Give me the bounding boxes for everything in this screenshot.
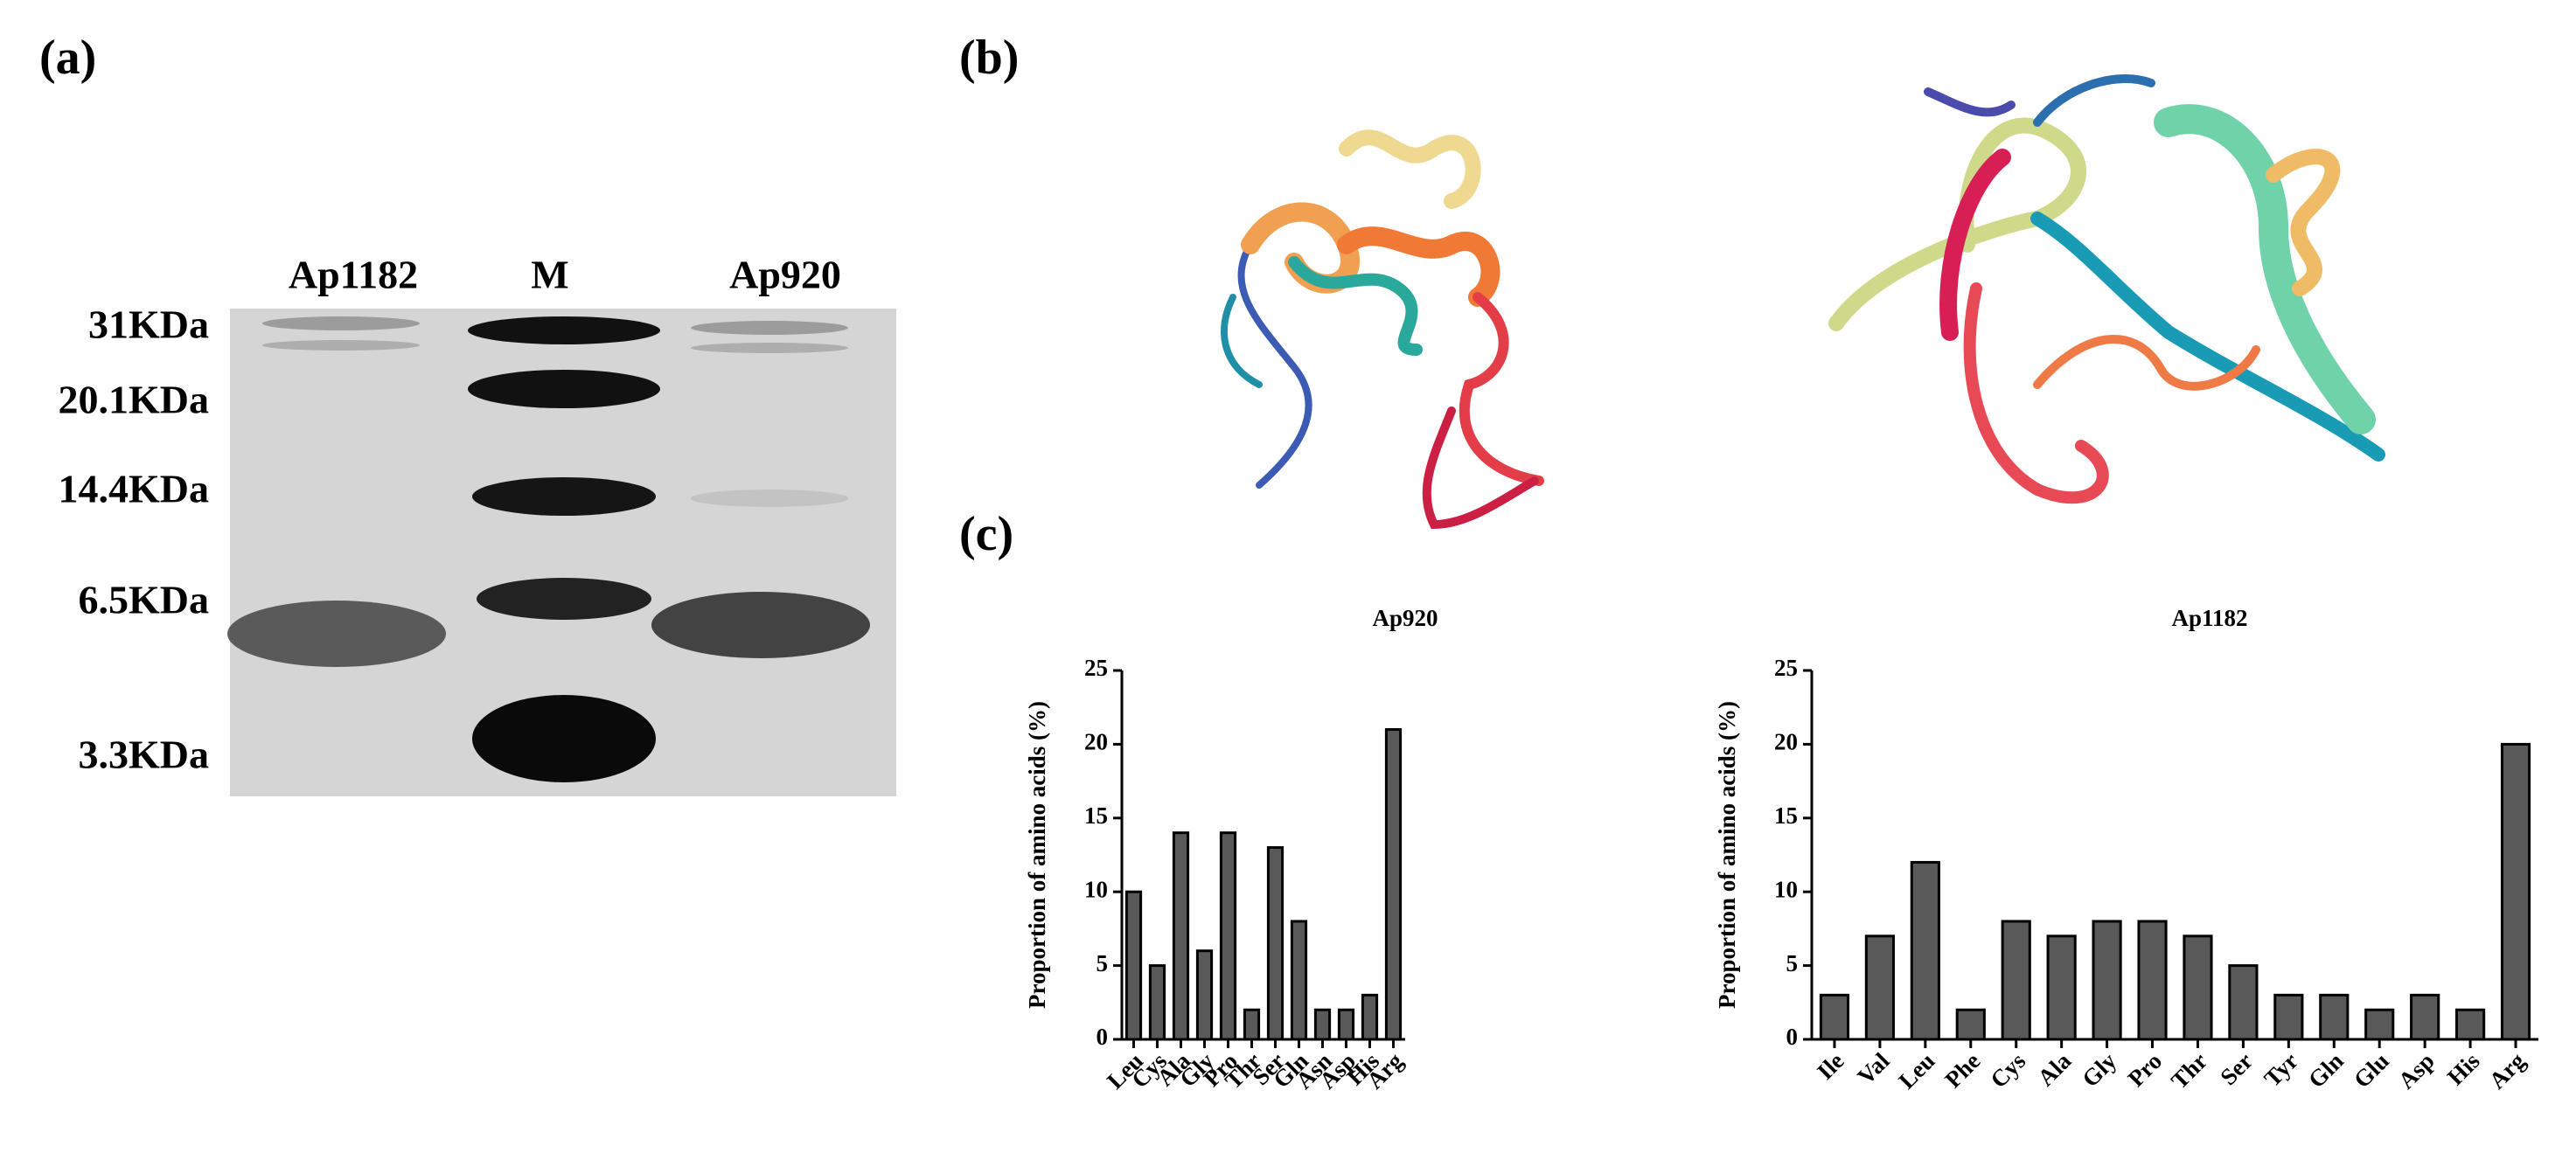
bar (2500, 742, 2531, 1041)
x-tick-label: Gln (2303, 1047, 2349, 1093)
bar (1243, 1008, 1261, 1041)
bar (1290, 920, 1308, 1041)
bar (1148, 964, 1166, 1041)
panel-label: (a) (39, 31, 96, 85)
bar (2364, 1008, 2395, 1041)
bar (1195, 949, 1214, 1041)
bar (1172, 831, 1190, 1041)
bar (1337, 1008, 1355, 1041)
bar (1219, 831, 1237, 1041)
bar (2137, 920, 2168, 1041)
x-tick-label: Leu (1893, 1047, 1939, 1094)
bar (1955, 1008, 1986, 1041)
y-tick-label: 0 (1097, 1024, 1109, 1050)
y-tick-label: 5 (1097, 950, 1109, 976)
x-tick-label: Gly (2077, 1047, 2121, 1092)
x-tick-label: Ser (2215, 1047, 2258, 1090)
bar (2228, 964, 2259, 1041)
marker-label: 14.4KDa (59, 467, 210, 511)
y-tick-label: 10 (1774, 876, 1798, 902)
x-tick-label: Thr (2166, 1047, 2212, 1094)
y-axis-label: Proportion of amino acids (%) (1714, 701, 1740, 1009)
x-tick-label: Tyr (2259, 1047, 2303, 1092)
bar (1384, 728, 1403, 1041)
bar (2319, 993, 2350, 1041)
bar (1266, 846, 1285, 1041)
bar (2455, 1008, 2486, 1041)
y-tick-label: 20 (1774, 729, 1798, 755)
bar (2273, 993, 2304, 1041)
y-tick-label: 10 (1084, 876, 1108, 902)
x-tick-label: Asp (2393, 1047, 2440, 1094)
y-tick-label: 25 (1774, 655, 1798, 681)
marker-label: 31KDa (88, 302, 209, 347)
marker-label: 3.3KDa (79, 733, 210, 777)
bar (1864, 934, 1895, 1041)
bar (2183, 934, 2213, 1041)
x-tick-label: His (2442, 1047, 2485, 1090)
bar (1819, 993, 1850, 1041)
protein-structure (1221, 74, 2385, 530)
x-tick-label: Cys (1985, 1047, 2030, 1093)
marker-label: 6.5KDa (79, 578, 210, 622)
x-tick-label: Phe (1939, 1047, 1985, 1093)
bar (2001, 920, 2031, 1041)
y-axis-label: Proportion of amino acids (%) (1024, 701, 1050, 1009)
gel-image (227, 309, 896, 796)
x-tick-label: Arg (2484, 1047, 2531, 1094)
y-tick-label: 15 (1774, 802, 1798, 829)
bar (1361, 993, 1379, 1041)
lane-label: M (531, 253, 568, 297)
x-tick-label: Ala (2032, 1047, 2076, 1091)
bar (2410, 993, 2440, 1041)
bar (2092, 920, 2122, 1041)
y-tick-label: 25 (1084, 655, 1108, 681)
x-tick-label: Glu (2349, 1047, 2394, 1093)
bar (1313, 1008, 1332, 1041)
y-tick-label: 5 (1786, 950, 1799, 976)
lane-label: Ap920 (729, 253, 841, 297)
bar (2046, 934, 2077, 1041)
y-tick-label: 15 (1084, 802, 1108, 829)
panel-label: (b) (959, 31, 1019, 85)
y-tick-label: 0 (1786, 1024, 1799, 1050)
lane-label: Ap1182 (289, 253, 418, 297)
panel-label: (c) (959, 507, 1013, 561)
x-tick-label: Ile (1812, 1047, 1848, 1084)
chart-title: Ap1182 (2171, 605, 2247, 631)
chart-title: Ap920 (1372, 605, 1438, 631)
x-tick-label: Pro (2123, 1047, 2168, 1092)
bar (1910, 860, 1940, 1041)
marker-label: 20.1KDa (59, 378, 210, 422)
y-tick-label: 20 (1084, 729, 1108, 755)
x-tick-label: Val (1852, 1047, 1894, 1089)
bar (1124, 890, 1143, 1041)
